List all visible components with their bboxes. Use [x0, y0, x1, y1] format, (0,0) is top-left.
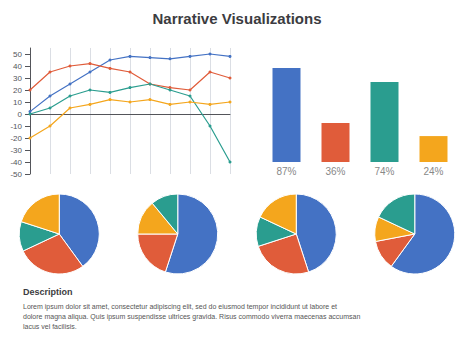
svg-text:-20: -20: [10, 134, 22, 143]
svg-text:-40: -40: [10, 158, 22, 167]
svg-text:30: 30: [13, 74, 22, 83]
svg-text:50: 50: [13, 50, 22, 59]
svg-text:lacus vel facilisis.: lacus vel facilisis.: [23, 323, 77, 330]
svg-text:0: 0: [18, 110, 23, 119]
svg-text:dolore magna aliqua. Quis ipsu: dolore magna aliqua. Quis ipsum suspendi…: [23, 313, 360, 321]
svg-text:-10: -10: [10, 122, 22, 131]
svg-text:-30: -30: [10, 146, 22, 155]
svg-text:36%: 36%: [325, 166, 345, 177]
svg-text:24%: 24%: [423, 166, 443, 177]
svg-text:40: 40: [13, 62, 22, 71]
svg-text:Narrative Visualizations: Narrative Visualizations: [153, 10, 322, 27]
svg-text:87%: 87%: [276, 166, 296, 177]
svg-text:Description: Description: [23, 287, 73, 297]
svg-text:Lorem ipsum dolor sit amet, co: Lorem ipsum dolor sit amet, consectetur …: [23, 303, 337, 311]
svg-text:-50: -50: [10, 170, 22, 179]
svg-text:20: 20: [13, 86, 22, 95]
svg-text:74%: 74%: [374, 166, 394, 177]
svg-text:10: 10: [13, 98, 22, 107]
